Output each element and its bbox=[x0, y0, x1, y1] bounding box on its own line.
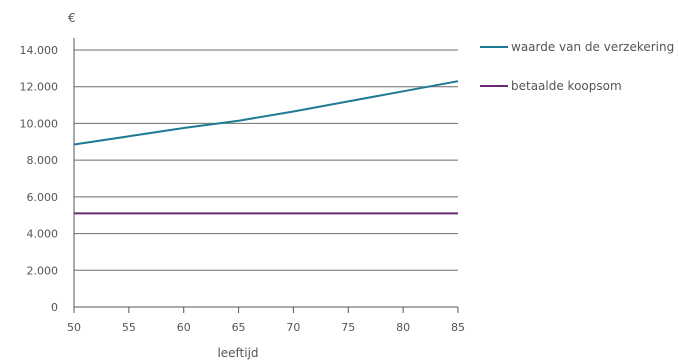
y-tick-label: 10.000 bbox=[20, 117, 59, 130]
x-axis-title: leeftijd bbox=[217, 346, 258, 360]
y-tick-label: 0 bbox=[51, 301, 58, 314]
legend: waarde van de verzekering betaalde koops… bbox=[480, 40, 674, 93]
x-tick-label: 50 bbox=[67, 321, 81, 334]
x-tick-label: 80 bbox=[396, 321, 410, 334]
x-tick-label: 70 bbox=[286, 321, 300, 334]
legend-label-koopsom: betaalde koopsom bbox=[511, 79, 622, 93]
y-axis-title: € bbox=[68, 11, 76, 25]
y-tick-label: 4.000 bbox=[27, 228, 59, 241]
y-tick-label: 8.000 bbox=[27, 154, 59, 167]
y-tick-label: 2.000 bbox=[27, 264, 59, 277]
x-tick-label: 65 bbox=[232, 321, 246, 334]
x-tick-label: 60 bbox=[177, 321, 191, 334]
x-tick-label: 85 bbox=[451, 321, 465, 334]
y-tick-label: 6.000 bbox=[27, 191, 59, 204]
x-tick-label: 55 bbox=[122, 321, 136, 334]
y-tick-label: 14.000 bbox=[20, 44, 59, 57]
series-lines bbox=[73, 80, 459, 215]
legend-label-waarde: waarde van de verzekering bbox=[511, 40, 674, 54]
x-tick-labels: 50 55 60 65 70 75 80 85 bbox=[67, 307, 465, 334]
x-tick-label: 75 bbox=[341, 321, 355, 334]
y-tick-labels: 0 2.000 4.000 6.000 8.000 10.000 12.000 14.000 bbox=[20, 44, 59, 314]
y-tick-label: 12.000 bbox=[20, 81, 59, 94]
series-line-0 bbox=[73, 80, 459, 146]
grid-lines bbox=[74, 49, 458, 271]
